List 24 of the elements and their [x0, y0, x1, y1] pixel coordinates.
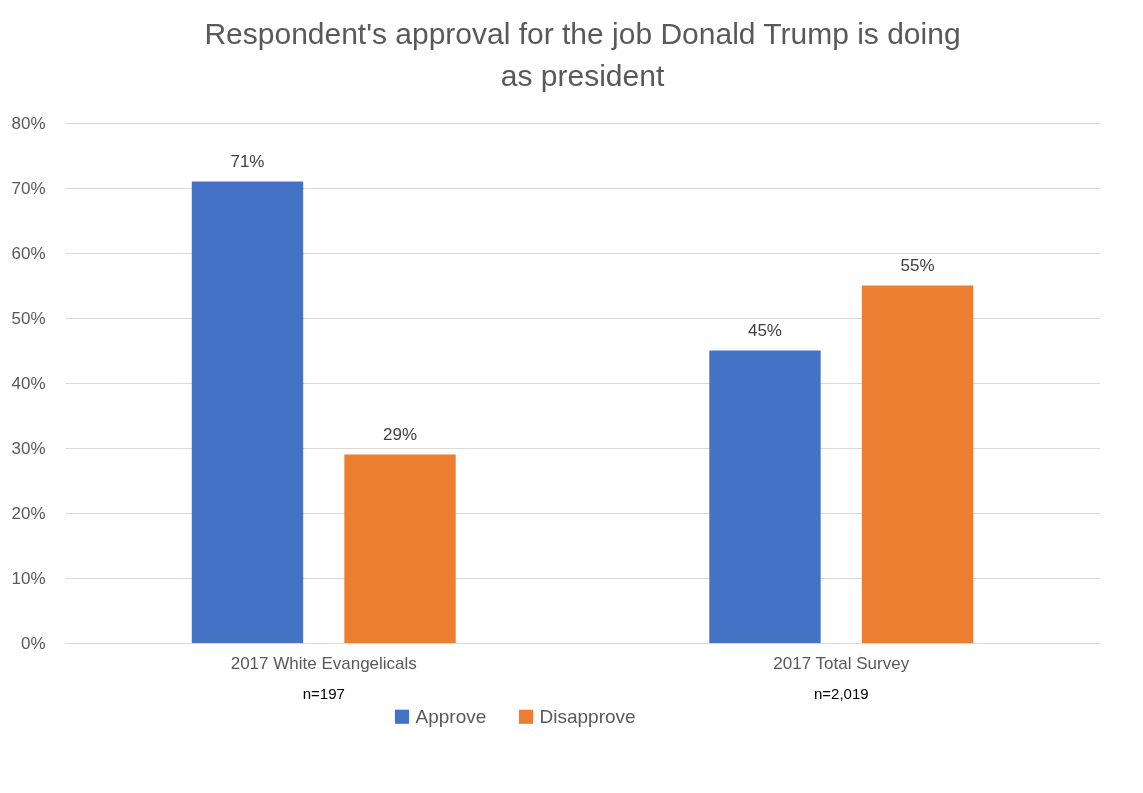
text: n=2,019 [813, 685, 869, 702]
text: n=197 [302, 685, 345, 702]
bar [344, 454, 456, 643]
bar [191, 181, 304, 643]
y-tick-label: 70% [11, 178, 46, 198]
data-label: 71% [230, 151, 265, 171]
y-tick-label: 10% [11, 568, 46, 588]
x-tick-label: 2017 Total Survey [773, 653, 910, 673]
data-label: 55% [900, 255, 935, 275]
bar [709, 350, 821, 643]
legend-label: Disapprove [539, 705, 636, 727]
y-tick-label: 50% [11, 308, 46, 328]
y-tick-label: 80% [11, 113, 46, 133]
x-tick-label: 2017 White Evangelicals [230, 653, 417, 673]
y-tick-label: 0% [20, 633, 46, 653]
data-label: 45% [747, 320, 782, 340]
legend-label: Approve [415, 705, 487, 727]
y-tick-label: 30% [11, 438, 46, 458]
bar [861, 285, 974, 643]
y-tick-label: 60% [11, 243, 46, 263]
data-label: 29% [383, 424, 418, 444]
y-tick-label: 20% [11, 503, 46, 523]
chart-title: Respondent's approval for the job Donald Trump is doing as president [204, 17, 961, 92]
y-tick-label: 40% [11, 373, 46, 393]
